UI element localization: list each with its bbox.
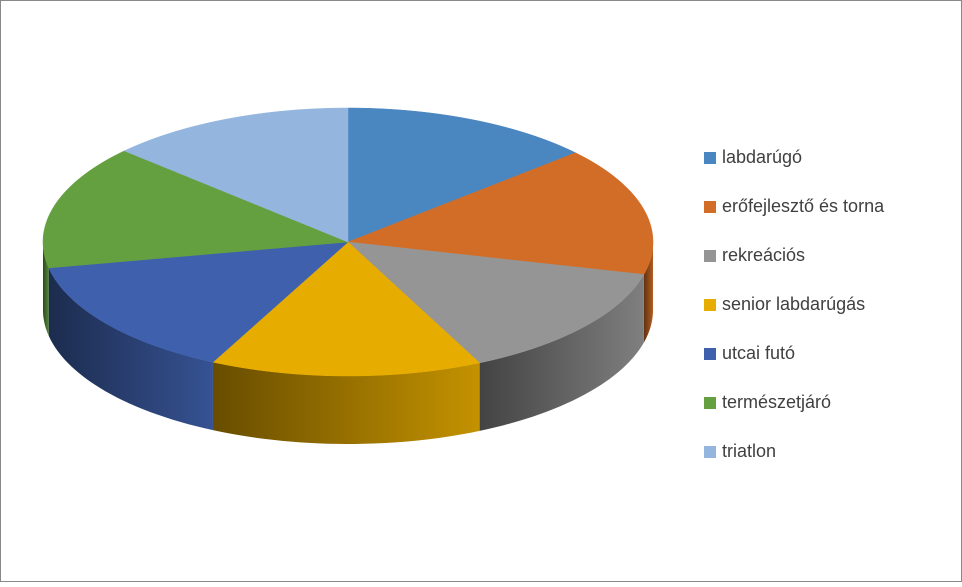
legend-swatch — [704, 201, 716, 213]
legend-label: természetjáró — [722, 392, 831, 412]
legend-label: rekreációs — [722, 245, 805, 265]
slice — [123, 107, 349, 243]
legend-swatch — [704, 397, 716, 409]
slice — [347, 152, 654, 275]
legend-swatch — [704, 299, 716, 311]
slice-side — [479, 274, 644, 431]
slice — [48, 241, 349, 363]
legend-swatch — [704, 446, 716, 458]
legend-swatch — [704, 250, 716, 262]
legend-label: erőfejlesztő és torna — [722, 196, 885, 216]
slice-side — [643, 242, 653, 343]
legend-label: triatlon — [722, 441, 776, 461]
slice — [347, 107, 577, 243]
slice — [212, 241, 481, 377]
slice — [347, 241, 645, 364]
legend-label: labdarúgó — [722, 147, 802, 167]
slice-side — [43, 242, 49, 336]
legend-label: utcai futó — [722, 343, 795, 363]
legend-swatch — [704, 152, 716, 164]
legend-swatch — [704, 348, 716, 360]
legend-label: senior labdarúgás — [722, 294, 865, 314]
slice-side — [48, 267, 213, 431]
slice — [42, 150, 349, 269]
slice-side — [212, 362, 480, 444]
